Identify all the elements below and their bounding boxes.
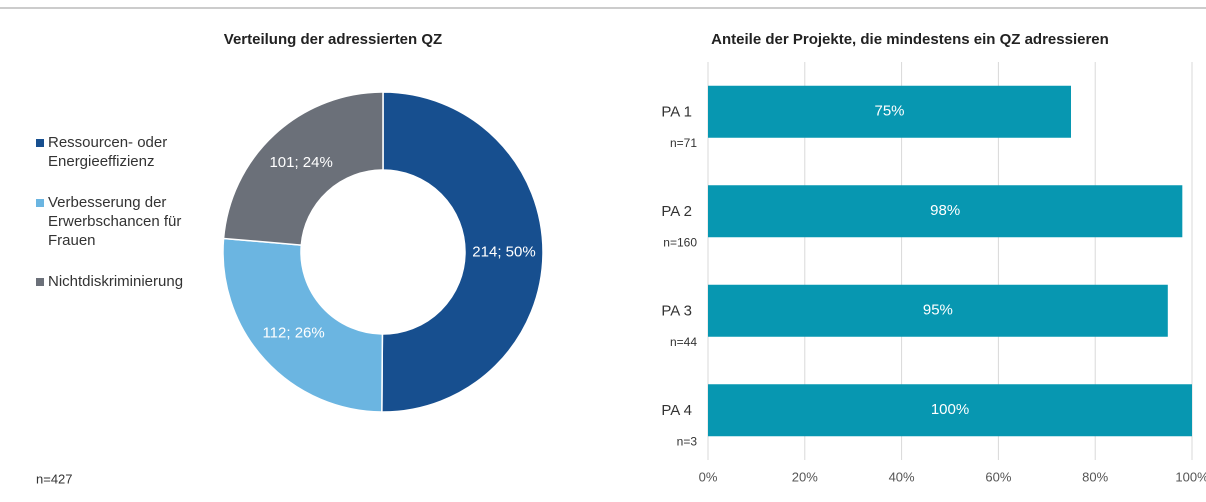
data-label: 214; 50% bbox=[472, 243, 535, 260]
note: n=427 bbox=[36, 471, 73, 486]
annotation: n=160 bbox=[663, 235, 697, 249]
x-tick-label: 100% bbox=[1175, 469, 1206, 484]
x-tick-label: 40% bbox=[889, 469, 915, 484]
data-label: 100% bbox=[931, 401, 969, 418]
x-tick-label: 80% bbox=[1082, 469, 1108, 484]
x-tick-label: 20% bbox=[792, 469, 818, 484]
legend-item: Verbesserung der Erwerbschancen für Frau… bbox=[36, 193, 211, 250]
y-tick-label: PA 4 bbox=[661, 402, 692, 419]
legend: Ressourcen- oder Energieeffizienz Verbess… bbox=[36, 133, 211, 313]
y-tick-label: PA 2 bbox=[661, 203, 692, 220]
data-label: 75% bbox=[874, 103, 904, 120]
bar bbox=[708, 85, 1071, 138]
legend-item: Nichtdiskriminierung bbox=[36, 272, 211, 291]
y-tick-label: PA 3 bbox=[661, 303, 692, 320]
legend-item: Ressourcen- oder Energieeffizienz bbox=[36, 133, 211, 171]
bar bbox=[708, 384, 1192, 437]
legend-swatch bbox=[36, 139, 44, 147]
data-label: 98% bbox=[930, 202, 960, 219]
donut-slice bbox=[381, 91, 544, 413]
donut-slice bbox=[222, 237, 384, 413]
legend-label: Nichtdiskriminierung bbox=[48, 273, 184, 290]
x-tick-label: 0% bbox=[699, 469, 718, 484]
legend-swatch bbox=[36, 199, 44, 207]
data-label: 112; 26% bbox=[262, 325, 324, 342]
x-tick-label: 60% bbox=[985, 469, 1011, 484]
bar bbox=[708, 284, 1168, 337]
legend-swatch bbox=[36, 278, 44, 286]
legend-label: Verbesserung der Erwerbschancen für Frau… bbox=[48, 194, 182, 249]
annotation: n=3 bbox=[677, 434, 698, 448]
bar bbox=[708, 185, 1183, 238]
legend-label: Ressourcen- oder Energieeffizienz bbox=[48, 134, 168, 170]
y-tick-label: PA 1 bbox=[661, 104, 692, 121]
annotation: n=71 bbox=[670, 136, 697, 150]
data-label: 101; 24% bbox=[269, 154, 332, 171]
chart-title: Anteile der Projekte, die mindestens ein… bbox=[711, 31, 1109, 48]
data-label: 95% bbox=[923, 302, 953, 319]
chart-title: Verteilung der adressierten QZ bbox=[224, 31, 442, 48]
annotation: n=44 bbox=[670, 335, 697, 349]
donut-slice bbox=[222, 91, 384, 246]
